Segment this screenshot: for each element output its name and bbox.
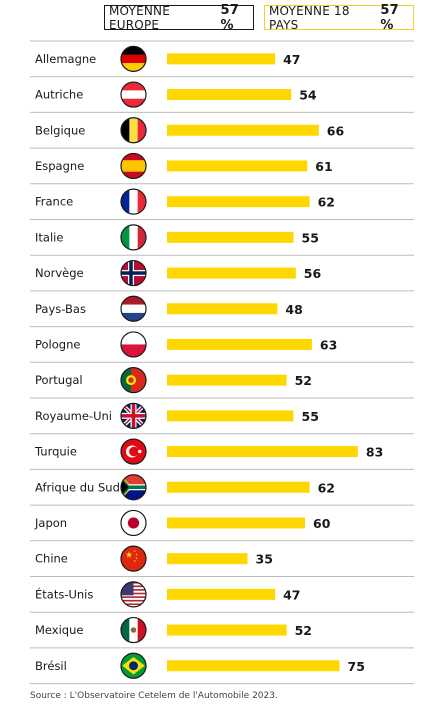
flag-uk-icon bbox=[120, 402, 147, 429]
value-label: 75 bbox=[348, 659, 365, 674]
flag-norway-icon bbox=[120, 259, 147, 287]
bar bbox=[167, 553, 248, 565]
value-label: 47 bbox=[283, 52, 300, 67]
bar bbox=[167, 231, 294, 243]
table-row: Chine 35 bbox=[30, 545, 414, 577]
country-label: Brésil bbox=[35, 659, 67, 673]
value-label: 56 bbox=[304, 266, 322, 281]
table-row: Afrique du Sud 62 bbox=[30, 474, 414, 506]
table-row: Espagne 61 bbox=[30, 152, 414, 185]
legend-europe-average: MOYENNE EUROPE 57 % bbox=[104, 2, 254, 33]
value-label: 55 bbox=[302, 409, 319, 424]
value-label: 52 bbox=[295, 373, 312, 388]
bar bbox=[167, 160, 308, 172]
table-row: Royaume-Uni 55 bbox=[30, 402, 414, 435]
country-label: Espagne bbox=[35, 159, 84, 173]
value-label: 61 bbox=[315, 159, 332, 174]
bar bbox=[167, 588, 276, 600]
flag-austria-icon bbox=[120, 81, 147, 108]
table-row: France 62 bbox=[30, 188, 414, 220]
country-label: Portugal bbox=[35, 373, 83, 387]
legend-18-countries-average: MOYENNE 18 PAYS 57 % bbox=[264, 2, 414, 33]
country-label: Pologne bbox=[35, 337, 80, 351]
value-label: 52 bbox=[295, 623, 312, 638]
country-label: Autriche bbox=[35, 88, 83, 102]
bar bbox=[167, 410, 294, 422]
flag-turkey-icon bbox=[120, 438, 147, 465]
value-label: 66 bbox=[327, 123, 345, 138]
legend-18-label: MOYENNE 18 PAYS bbox=[269, 3, 350, 32]
bar bbox=[167, 660, 340, 672]
flag-belgium-icon bbox=[120, 117, 147, 144]
country-label: Afrique du Sud bbox=[35, 480, 120, 494]
flag-south-africa-icon bbox=[120, 474, 147, 501]
table-row: Italie 55 bbox=[30, 224, 414, 256]
table-row: Pays-Bas 48 bbox=[30, 295, 414, 328]
bar bbox=[167, 267, 296, 279]
value-label: 54 bbox=[299, 88, 317, 103]
value-label: 48 bbox=[285, 302, 302, 317]
flag-netherlands-icon bbox=[120, 295, 147, 322]
bar bbox=[167, 53, 276, 65]
bar bbox=[167, 338, 312, 350]
legend-18-value: 57 % bbox=[380, 2, 399, 33]
table-row: Turquie 83 bbox=[30, 438, 414, 470]
bar bbox=[167, 89, 292, 101]
flag-china-icon bbox=[120, 545, 147, 572]
table-row: Norvège 56 bbox=[30, 259, 414, 292]
country-label: Japon bbox=[34, 516, 67, 530]
table-row: Allemagne 47 bbox=[30, 45, 414, 78]
flag-france-icon bbox=[120, 188, 147, 215]
bar bbox=[167, 374, 287, 386]
value-label: 83 bbox=[366, 445, 383, 460]
flag-brazil-icon bbox=[120, 652, 147, 679]
flag-poland-icon bbox=[120, 331, 147, 358]
country-label: Allemagne bbox=[35, 52, 96, 66]
table-row: Autriche 54 bbox=[30, 81, 414, 113]
bar bbox=[167, 481, 310, 493]
value-label: 62 bbox=[318, 480, 335, 495]
value-label: 35 bbox=[256, 552, 273, 567]
country-label: Norvège bbox=[35, 266, 84, 280]
flag-usa-icon bbox=[120, 581, 147, 608]
table-row: Japon 60 bbox=[30, 509, 414, 542]
country-label: Mexique bbox=[35, 623, 83, 637]
table-row: Brésil 75 bbox=[30, 652, 414, 685]
value-label: 60 bbox=[313, 516, 331, 531]
source-note: Source : L'Observatoire Cetelem de l'Aut… bbox=[30, 691, 278, 701]
table-row: Belgique 66 bbox=[30, 117, 414, 149]
flag-portugal-icon bbox=[120, 367, 147, 394]
flag-italy-icon bbox=[120, 224, 147, 251]
country-label: Chine bbox=[35, 552, 68, 566]
country-label: Italie bbox=[35, 230, 63, 244]
bar bbox=[167, 124, 319, 136]
bar bbox=[167, 624, 287, 636]
value-label: 55 bbox=[302, 230, 319, 245]
country-label: Pays-Bas bbox=[35, 302, 86, 316]
flag-japan-icon bbox=[120, 509, 147, 537]
table-row: Pologne 63 bbox=[30, 331, 414, 363]
legend-europe-value: 57 % bbox=[220, 2, 240, 33]
table-row: États-Unis 47 bbox=[30, 581, 414, 613]
bar bbox=[167, 303, 278, 315]
flag-germany-icon bbox=[120, 45, 147, 72]
table-row: Mexique 52 bbox=[30, 616, 414, 649]
country-label: France bbox=[35, 195, 73, 209]
country-label: États-Unis bbox=[35, 586, 93, 601]
value-label: 47 bbox=[283, 587, 300, 602]
bar bbox=[167, 517, 305, 529]
bar bbox=[167, 446, 358, 458]
country-label: Belgique bbox=[35, 123, 85, 137]
flag-mexico-icon bbox=[120, 616, 147, 644]
legend-europe-label: MOYENNE EUROPE bbox=[109, 3, 170, 32]
value-label: 62 bbox=[318, 195, 335, 210]
table-row: Portugal 52 bbox=[30, 367, 414, 399]
country-label: Royaume-Uni bbox=[35, 409, 112, 423]
value-label: 63 bbox=[320, 337, 337, 352]
bar bbox=[167, 196, 310, 208]
flag-spain-icon bbox=[120, 152, 147, 180]
country-label: Turquie bbox=[34, 445, 77, 459]
